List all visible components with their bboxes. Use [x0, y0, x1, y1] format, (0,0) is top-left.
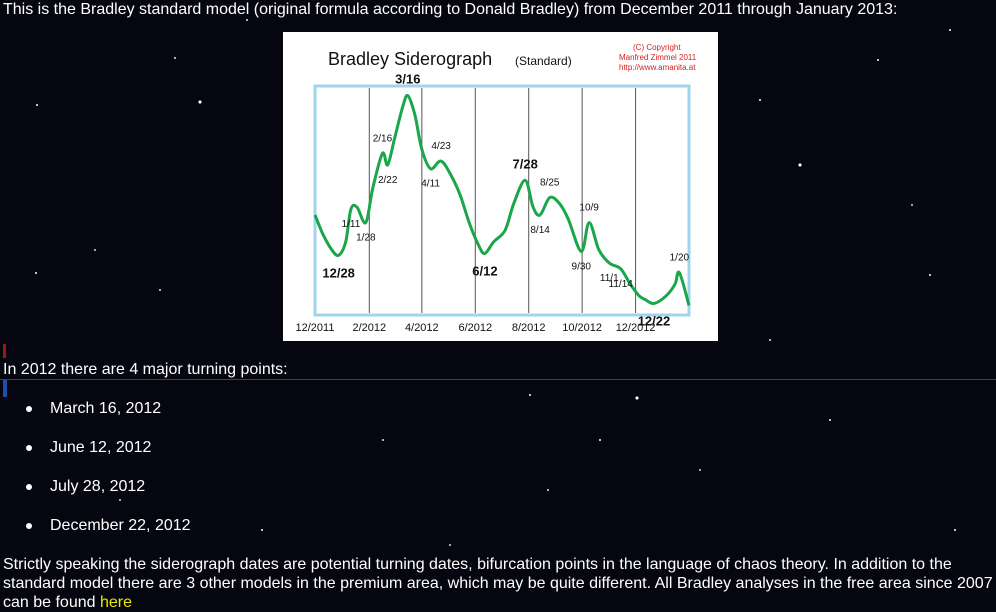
- turning-date-label: 11/1: [600, 273, 619, 284]
- x-tick-label: 12/2012: [616, 322, 656, 334]
- turning-date-label: 7/28: [513, 156, 538, 171]
- turning-date-label: 1/28: [356, 233, 376, 244]
- turning-date-label: 1/11: [342, 219, 361, 230]
- turning-point-text: March 16, 2012: [50, 400, 162, 417]
- bullet-icon: [26, 445, 32, 451]
- turning-point-text: June 12, 2012: [50, 439, 152, 456]
- turning-point-text: December 22, 2012: [50, 517, 191, 534]
- bradley-siderograph-chart: Bradley Siderograph (Standard) (C) Copyr…: [296, 43, 697, 334]
- turning-point-text: July 28, 2012: [50, 478, 146, 495]
- turning-date-label: 2/16: [373, 133, 393, 144]
- turning-date-label: 6/12: [472, 263, 497, 278]
- turning-date-label: 3/16: [395, 72, 420, 87]
- bullet-icon: [26, 523, 32, 529]
- series-line: [313, 93, 691, 306]
- red-marker: [3, 344, 6, 358]
- turning-points-list: March 16, 2012 June 12, 2012 July 28, 20…: [26, 400, 191, 556]
- turning-date-label: 12/28: [322, 265, 355, 280]
- turning-date-label: 10/9: [579, 203, 599, 214]
- copyright-line-1: (C) Copyright: [633, 43, 681, 52]
- turning-point-item: March 16, 2012: [26, 400, 191, 439]
- turning-date-label: 8/14: [530, 225, 550, 236]
- chart-subtitle: (Standard): [515, 54, 572, 68]
- copyright-line-2: Manfred Zimmel 2011: [619, 53, 697, 62]
- closing-paragraph: Strictly speaking the siderograph dates …: [3, 555, 995, 612]
- x-tick-label: 10/2012: [562, 322, 602, 334]
- turning-point-item: December 22, 2012: [26, 517, 191, 556]
- annotation-layer: 12/28 1/11 1/28 2/16 2/22 3/16 4/11 4/23 6/12 7/2…: [322, 72, 689, 329]
- intro-text: This is the Bradley standard model (orig…: [3, 1, 898, 18]
- turning-date-label: 1/20: [670, 253, 690, 264]
- divider: [0, 379, 996, 380]
- turning-date-label: 11/14: [609, 279, 634, 290]
- blue-marker: [3, 380, 7, 397]
- turning-date-label: 9/30: [572, 261, 592, 272]
- chart-title: Bradley Siderograph: [328, 49, 492, 69]
- x-tick-label: 8/2012: [512, 322, 546, 334]
- turning-date-label: 8/25: [540, 178, 560, 189]
- x-tick-label: 6/2012: [458, 322, 492, 334]
- section-heading: In 2012 there are 4 major turning points…: [3, 361, 288, 378]
- turning-point-item: June 12, 2012: [26, 439, 191, 478]
- x-tick-label: 12/2011: [296, 322, 335, 334]
- x-tick-label: 2/2012: [352, 322, 386, 334]
- series-layer: [313, 93, 691, 306]
- turning-date-label: 4/23: [431, 141, 451, 152]
- bullet-icon: [26, 484, 32, 490]
- x-tick-labels: 12/2011 2/2012 4/2012 6/2012 8/2012 10/2012 12…: [296, 322, 656, 334]
- copyright-line-3: http://www.amanita.at: [619, 63, 696, 72]
- bullet-icon: [26, 406, 32, 412]
- bradley-chart-image: Bradley Siderograph (Standard) (C) Copyr…: [283, 32, 718, 341]
- turning-date-label: 2/22: [378, 175, 398, 186]
- turning-date-label: 12/22: [638, 313, 671, 328]
- turning-date-label: 4/11: [421, 179, 440, 190]
- turning-point-item: July 28, 2012: [26, 478, 191, 517]
- grid-lines: [368, 88, 637, 313]
- x-tick-label: 4/2012: [405, 322, 439, 334]
